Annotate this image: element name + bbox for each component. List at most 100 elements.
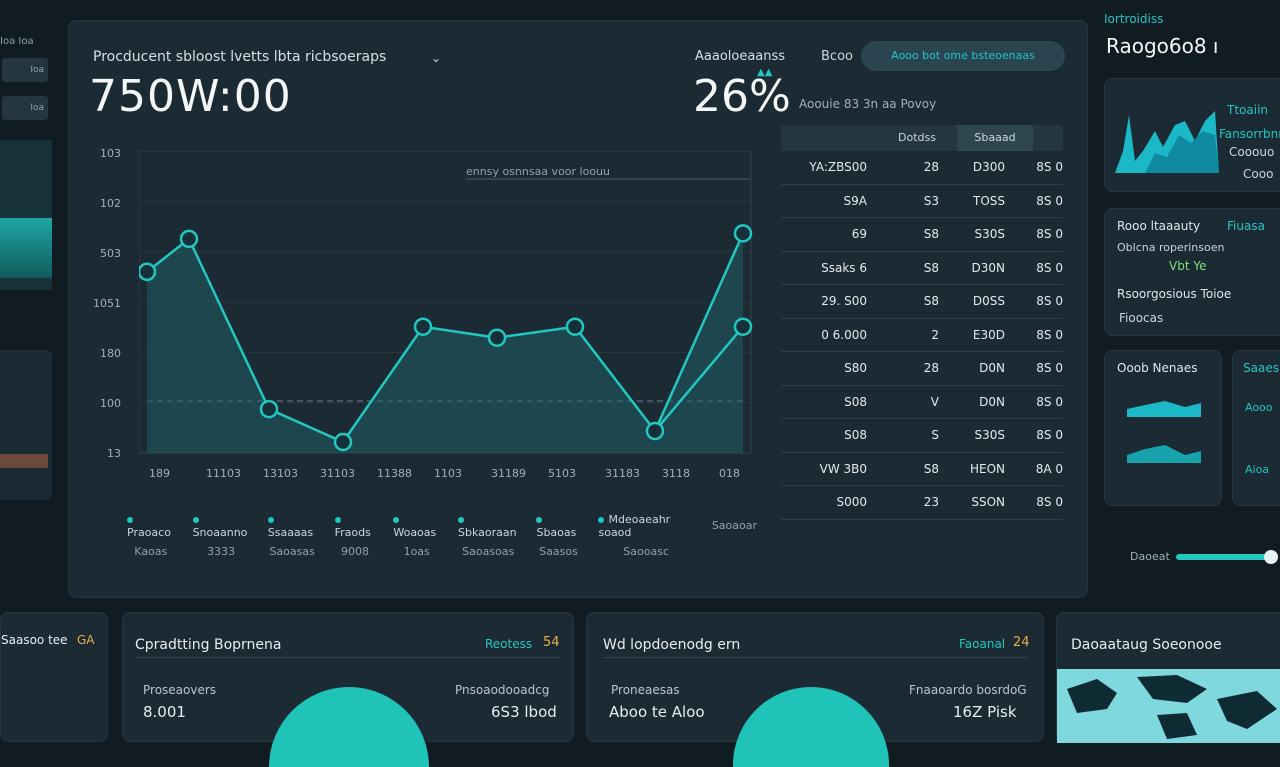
bottom-card-0: Saasoo tee GA: [0, 612, 108, 742]
legend-item[interactable]: Mdeoaeahr soaod Saooasc: [598, 513, 693, 558]
legend-sublabel: Saoasas: [269, 545, 315, 558]
table-row[interactable]: Ssaks 6 S8 D30N 8S 0: [781, 252, 1063, 285]
table-cell: D0SS: [972, 294, 1005, 309]
legend-item[interactable]: Ssaaaas Saoasas: [267, 513, 317, 558]
stat-label: Aaaoloeaanss: [695, 49, 786, 64]
legend-item[interactable]: Woaoas 1oas: [393, 513, 440, 558]
bottom-card-3: Daoaataug Soeonooe: [1056, 612, 1280, 743]
card4-b: Aioa: [1245, 463, 1270, 476]
table-cell: V: [930, 394, 939, 409]
legend-item[interactable]: Sbaoas Saasos: [536, 513, 580, 558]
table-header-cell: [1033, 125, 1063, 151]
table-cell: S8: [923, 260, 939, 275]
slider-handle[interactable]: [1264, 550, 1278, 564]
bottom-card-2-value2: 16Z Pisk: [953, 703, 1017, 721]
data-point[interactable]: [645, 421, 665, 441]
legend-sublabel: Saoasoas: [462, 545, 515, 558]
data-point[interactable]: [733, 317, 753, 336]
y-tick-label: 503: [100, 247, 121, 260]
table-row[interactable]: S08 V D0N 8S 0: [781, 386, 1063, 419]
table-row[interactable]: S08 S S30S 8S 0: [781, 419, 1063, 453]
legend-item[interactable]: Sbkaoraan Saoasoas: [458, 513, 518, 558]
divider: [603, 657, 1027, 658]
data-point[interactable]: [413, 317, 433, 336]
x-tick-label: 31103: [320, 467, 355, 480]
table-row[interactable]: 69 S8 S30S 8S 0: [781, 218, 1063, 252]
legend-dot-icon: [267, 517, 274, 523]
legend-item[interactable]: Saoaoar: [712, 513, 757, 558]
world-map: [1057, 669, 1280, 743]
table-cell: D0N: [979, 394, 1005, 409]
right-top-value: Raogo6o8 ı: [1106, 34, 1219, 58]
chevron-down-icon[interactable]: ⌄: [431, 51, 442, 65]
table-cell: S30S: [974, 227, 1005, 242]
bottom-card-2-badge: 24: [1013, 635, 1030, 650]
x-tick-label: 3118: [662, 467, 690, 480]
bottom-card-1-label2: Pnsoaodooadcg: [455, 683, 550, 697]
table-cell: 69: [851, 227, 867, 242]
table-row[interactable]: S000 23 SSON 8S 0: [781, 486, 1063, 520]
trend-icon: ▲▲: [757, 67, 773, 78]
table-row[interactable]: S9A S3 TOSS 8S 0: [781, 185, 1063, 218]
right-card-small-2: Saaes Aooo Aioa: [1232, 350, 1280, 506]
legend-item[interactable]: Snoaanno 3333: [192, 513, 250, 558]
data-point[interactable]: [333, 432, 353, 452]
table-row[interactable]: 0 6.000 2 E30D 8S 0: [781, 319, 1063, 352]
legend-sublabel: 1oas: [403, 545, 430, 558]
table-header-cell[interactable]: Sbaaad: [957, 125, 1033, 151]
table-cell: S: [931, 428, 939, 443]
x-tick-label: 1103: [434, 467, 462, 480]
chart-legend: Praoaco Kaoas Snoaanno 3333 Ssaaaas Saoasas Fr…: [127, 513, 757, 558]
table-cell: S000: [836, 495, 867, 510]
table-row[interactable]: 29. S00 S8 D0SS 8S 0: [781, 285, 1063, 319]
table-cell: S8: [923, 227, 939, 242]
bottom-card-2: Wd lopdoenodg ern Faoanal 24 Proneaesas …: [586, 612, 1044, 767]
legend-item[interactable]: Praoaco Kaoas: [127, 513, 175, 558]
table-cell: E30D: [972, 327, 1005, 342]
data-table: Dotdss Sbaaad YA:ZBS00 28 D300 8S 0 S9A S3 TOS…: [781, 125, 1063, 520]
data-point[interactable]: [179, 229, 199, 249]
table-row[interactable]: VW 3B0 S8 HEON 8A 0: [781, 453, 1063, 486]
sidebar-btn-1[interactable]: Ioa: [2, 58, 48, 82]
data-point[interactable]: [733, 224, 753, 243]
table-cell: 8S 0: [1036, 394, 1063, 409]
right-card-info: Rooo ltaaauty Fiuasa Oblcna roperinsoen …: [1104, 208, 1280, 336]
table-cell: 28: [923, 361, 939, 376]
table-row[interactable]: YA:ZBS00 28 D300 8S 0: [781, 151, 1063, 185]
table-cell: 8S 0: [1036, 227, 1063, 242]
data-point[interactable]: [565, 317, 585, 336]
table-row[interactable]: S80 28 D0N 8S 0: [781, 352, 1063, 386]
data-point[interactable]: [487, 328, 507, 347]
legend-sublabel: Kaoas: [134, 545, 168, 558]
bottom-card-1-value1: 8.001: [143, 703, 186, 721]
legend-item[interactable]: Fraods 9008: [334, 513, 376, 558]
y-tick-label: 13: [107, 447, 121, 460]
x-tick-label: 189: [149, 467, 170, 480]
legend-sublabel: Saoaoar: [711, 519, 757, 532]
y-tick-label: 1051: [93, 297, 121, 310]
main-panel: Procducent sbloost lvetts lbta ricbsoera…: [68, 20, 1088, 598]
table-cell: SSON: [971, 495, 1005, 510]
legend-sublabel: 3333: [207, 545, 236, 558]
data-point[interactable]: [259, 399, 279, 419]
x-tick-label: 31183: [605, 467, 640, 480]
table-cell: 8S 0: [1036, 294, 1063, 309]
table-cell: S8: [923, 294, 939, 309]
filter-pill[interactable]: Aooo bot ome bsteoenaas: [861, 41, 1065, 71]
card1-line2: Fansorrbnn: [1219, 127, 1280, 141]
sidebar-header: Ioa Ioa: [0, 36, 34, 47]
table-cell: S8: [923, 461, 939, 476]
sidebar-mini-chart: [0, 140, 52, 290]
table-cell: 8S 0: [1036, 193, 1063, 208]
data-point[interactable]: [137, 262, 157, 282]
card2-line2: Oblcna roperinsoen: [1117, 241, 1225, 254]
table-header-cell[interactable]: Dotdss: [898, 131, 936, 144]
right-card-small-1: Ooob Nenaes: [1104, 350, 1222, 506]
table-header: Dotdss Sbaaad: [781, 125, 1063, 151]
card4-title: Saaes: [1243, 361, 1279, 375]
y-tick-label: 180: [100, 347, 121, 360]
sidebar-btn-2[interactable]: Ioa: [2, 96, 48, 120]
slider-track[interactable]: [1176, 554, 1276, 560]
mini-bar-chart: [1115, 111, 1219, 173]
table-cell: HEON: [969, 461, 1005, 476]
